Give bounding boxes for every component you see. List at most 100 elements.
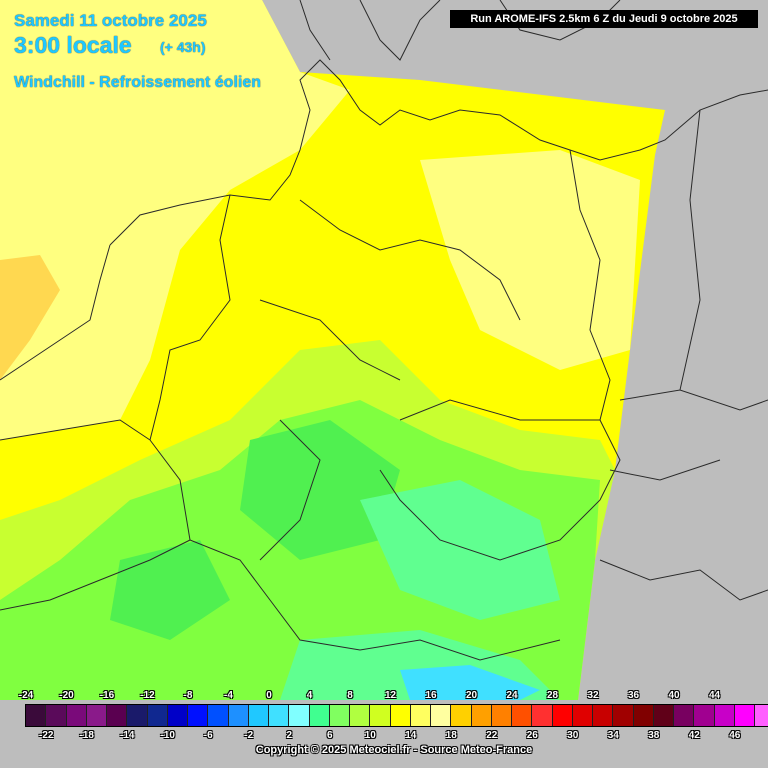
legend-swatch — [653, 705, 674, 726]
legend-tick-label: 38 — [648, 730, 660, 741]
legend-swatch — [532, 705, 553, 726]
legend-tick-label: -2 — [244, 730, 254, 741]
legend-tick-label: 2 — [286, 730, 293, 741]
legend-tick-label: 36 — [627, 690, 640, 701]
legend-swatch — [167, 705, 188, 726]
coastline-benelux — [0, 244, 111, 381]
legend-swatch — [107, 705, 128, 726]
legend-tick-label: 34 — [607, 730, 619, 741]
legend-swatch — [228, 705, 249, 726]
border-internal — [259, 199, 521, 561]
zone-alps-cool — [400, 665, 540, 700]
legend-tick-label: -18 — [79, 730, 94, 741]
legend-swatch — [674, 705, 695, 726]
legend-swatch — [46, 705, 67, 726]
legend-tick-label: -22 — [39, 730, 54, 741]
legend-tick-label: -6 — [203, 730, 213, 741]
legend-tick-label: 24 — [506, 690, 518, 701]
legend-swatch — [289, 705, 310, 726]
legend-swatch — [350, 705, 371, 726]
legend-tick-label: 10 — [364, 730, 376, 741]
legend-tick-label: 12 — [384, 690, 397, 701]
legend-swatch — [491, 705, 512, 726]
legend-tick-label: 4 — [306, 690, 313, 701]
legend-swatch — [633, 705, 654, 726]
legend-swatch — [572, 705, 593, 726]
legend-tick-label: -20 — [59, 690, 74, 701]
legend-swatch — [188, 705, 209, 726]
coastline-north — [109, 59, 768, 246]
legend-swatches — [25, 704, 768, 727]
legend-swatch — [390, 705, 411, 726]
legend-tick-label: 40 — [668, 690, 680, 701]
legend-swatch — [714, 705, 735, 726]
legend-swatch — [370, 705, 391, 726]
legend-tick-label: -8 — [183, 690, 193, 701]
legend-tick-label: 32 — [587, 690, 599, 701]
forecast-time: 3:00 locale — [14, 32, 132, 58]
legend-swatch — [694, 705, 715, 726]
legend-swatch — [147, 705, 168, 726]
copyright-text: Copyright © 2025 Meteociel.fr - Source M… — [255, 744, 533, 756]
zone-green-dark — [240, 420, 400, 560]
legend-tick-label: 44 — [708, 690, 721, 701]
legend-tick-label: -12 — [140, 690, 155, 701]
legend-tick-label: 14 — [405, 730, 417, 741]
borders — [0, 0, 768, 661]
legend-swatch — [593, 705, 614, 726]
legend-tick-label: -14 — [120, 730, 135, 741]
legend-swatch — [208, 705, 229, 726]
zone-cyan-green — [360, 480, 560, 620]
legend-swatch — [431, 705, 452, 726]
legend-swatch — [309, 705, 330, 726]
color-legend: -24 -20 -16 -12 -8 -4 0 4 8 12 16 20 24 28 32 36 40 44 -2… — [0, 686, 768, 768]
product-title: Windchill - Refroissement éolien — [14, 74, 262, 91]
legend-tick-label: 20 — [465, 690, 478, 701]
legend-tick-label: 18 — [445, 730, 457, 741]
border-czech — [379, 399, 621, 561]
legend-tick-label: -24 — [18, 690, 34, 701]
legend-tick-label: 42 — [688, 730, 700, 741]
legend-swatch — [329, 705, 350, 726]
legend-swatch — [127, 705, 148, 726]
legend-swatch — [26, 705, 47, 726]
legend-tick-label: 22 — [486, 730, 498, 741]
legend-swatch — [755, 705, 768, 726]
legend-tick-label: 6 — [326, 730, 333, 741]
border-south — [149, 439, 561, 661]
legend-swatch — [66, 705, 87, 726]
legend-tick-label: -16 — [99, 690, 115, 701]
legend-swatch — [451, 705, 472, 726]
run-banner: Run AROME-IFS 2.5km 6 Z du Jeudi 9 octob… — [450, 10, 758, 28]
legend-swatch — [734, 705, 755, 726]
forecast-date: Samedi 11 octobre 2025 — [14, 11, 207, 30]
border-poland — [619, 109, 768, 411]
zone-pale-north — [0, 0, 350, 440]
zone-orange — [0, 255, 60, 380]
legend-tick-label: -10 — [160, 730, 175, 741]
zone-green-dark-2 — [110, 540, 230, 640]
border-east-outside — [599, 459, 768, 601]
legend-tick-label: 0 — [266, 690, 272, 701]
legend-swatch — [613, 705, 634, 726]
legend-swatch — [552, 705, 573, 726]
legend-tick-label: 26 — [526, 730, 538, 741]
legend-swatch — [86, 705, 107, 726]
border-germany-east — [569, 149, 611, 421]
legend-tick-label: 30 — [567, 730, 579, 741]
legend-tick-label: 16 — [425, 690, 437, 701]
border-germany-west — [149, 194, 231, 441]
legend-tick-label: 8 — [347, 690, 353, 701]
legend-tick-label: 28 — [546, 690, 559, 701]
legend-tick-label: -4 — [224, 690, 233, 701]
legend-swatch — [512, 705, 533, 726]
legend-tick-label: 46 — [729, 730, 741, 741]
zone-pale-east — [420, 150, 640, 370]
legend-swatch — [471, 705, 492, 726]
legend-swatch — [410, 705, 431, 726]
legend-swatch — [269, 705, 290, 726]
border-france — [0, 419, 191, 611]
legend-swatch — [248, 705, 269, 726]
lead-time: (+ 43h) — [160, 39, 206, 55]
